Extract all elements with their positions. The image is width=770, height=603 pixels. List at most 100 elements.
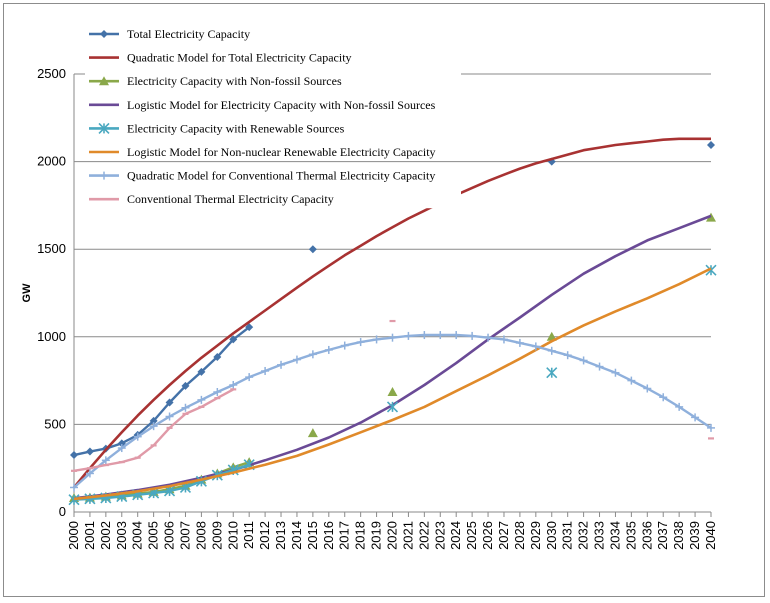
data-point-0-15	[707, 140, 715, 149]
grid-layer	[74, 73, 711, 513]
legend-item-7: Conventional Thermal Electricity Capacit…	[85, 190, 461, 209]
legend-label: Electricity Capacity with Renewable Sour…	[127, 121, 345, 135]
data-point-6-33	[595, 362, 604, 371]
x-tick-label: 2012	[257, 521, 272, 550]
legend-item-bg	[85, 48, 461, 67]
x-tick-label: 2018	[353, 521, 368, 550]
data-point-0-10	[229, 335, 238, 344]
legend-item-bg	[85, 72, 461, 91]
legend-label: Quadratic Model for Conventional Thermal…	[127, 169, 435, 183]
data-point-0-8	[197, 367, 206, 376]
series-1	[72, 137, 711, 489]
legend-item-4: Electricity Capacity with Renewable Sour…	[85, 119, 461, 138]
x-tick-label: 2038	[671, 521, 686, 550]
data-point-6-40	[707, 423, 715, 432]
x-tick-label: 2033	[592, 521, 607, 550]
legend-label: Electricity Capacity with Non-fossil Sou…	[127, 74, 342, 88]
data-point-0-12	[308, 245, 317, 254]
x-tick-label: 2023	[432, 521, 447, 550]
legend-label: Logistic Model for Electricity Capacity …	[127, 98, 436, 112]
data-point-6-32	[579, 356, 588, 365]
data-point-4-14	[705, 264, 717, 276]
data-point-0-1	[85, 447, 94, 456]
data-point-4-12	[386, 401, 399, 413]
data-point-6-0	[70, 483, 78, 492]
x-tick-label: 2019	[369, 521, 384, 550]
data-point-6-15	[308, 350, 317, 359]
data-point-6-10	[229, 380, 238, 389]
legend-item-bg	[85, 119, 461, 138]
x-tick-label: 2022	[416, 521, 431, 550]
data-point-6-35	[627, 376, 636, 385]
legend-item-0: Total Electricity Capacity	[85, 25, 461, 43]
legend: Total Electricity Capacity Quadratic Mode…	[85, 25, 461, 209]
data-point-6-9	[213, 387, 222, 396]
series-7	[71, 319, 714, 472]
data-point-6-34	[611, 368, 620, 377]
y-tick-label: 500	[44, 416, 66, 431]
data-point-0-11	[245, 323, 254, 332]
legend-swatch-marker	[98, 122, 110, 134]
data-point-6-11	[245, 373, 254, 382]
data-point-6-37	[659, 393, 668, 402]
x-tick-label: 2006	[162, 521, 177, 550]
data-point-0-9	[213, 352, 222, 361]
x-tick-label: 2011	[241, 521, 256, 549]
data-point-6-5	[149, 422, 158, 431]
y-tick-label: 2500	[37, 66, 66, 81]
data-point-6-28	[515, 338, 524, 347]
x-tick-label: 2020	[385, 521, 400, 550]
data-point-6-27	[499, 335, 508, 344]
legend-item-6: Quadratic Model for Conventional Thermal…	[85, 166, 461, 185]
legend-item-3: Logistic Model for Electricity Capacity …	[85, 95, 461, 114]
x-tick-label: 2015	[305, 521, 320, 550]
x-tick-label: 2037	[655, 521, 670, 550]
data-point-6-21	[404, 331, 413, 340]
data-point-6-6	[165, 412, 174, 421]
series-line-5	[73, 267, 712, 501]
data-point-6-26	[484, 333, 493, 342]
data-point-0-5	[149, 416, 158, 425]
x-tick-label: 2004	[130, 521, 145, 550]
chart-frame: 0 500 1000 1500 2000 2500 2000 2001 2002 2003 2004…	[3, 3, 765, 597]
legend-item-5: Logistic Model for Non-nuclear Renewable…	[85, 143, 461, 161]
x-tick-label: 2029	[528, 521, 543, 550]
x-tick-label: 2001	[82, 521, 97, 550]
data-point-6-8	[197, 395, 206, 404]
legend-label: Quadratic Model for Total Electricity Ca…	[127, 51, 352, 65]
x-tick-label: 2017	[337, 521, 352, 550]
x-tick-label: 2040	[703, 521, 718, 550]
legend-label: Conventional Thermal Electricity Capacit…	[127, 192, 334, 206]
legend-item-1: Quadratic Model for Total Electricity Ca…	[85, 48, 461, 67]
data-point-6-29	[531, 342, 540, 351]
series-5	[73, 267, 712, 501]
data-point-6-38	[675, 402, 684, 411]
data-point-4-0	[68, 494, 80, 506]
data-point-2-12	[307, 428, 318, 438]
series-3	[73, 214, 712, 500]
x-tick-label: 2008	[193, 521, 208, 550]
x-tick-label: 2010	[225, 521, 240, 550]
x-tick-label: 2026	[480, 521, 495, 550]
legend-item-bg	[85, 143, 461, 161]
legend-swatch-marker	[100, 30, 108, 38]
data-point-6-36	[643, 384, 652, 393]
x-tick-label: 2027	[496, 521, 511, 550]
legend-swatch-marker	[99, 76, 109, 86]
series-line-1	[72, 137, 711, 489]
data-point-6-22	[420, 331, 429, 340]
x-tick-label: 2021	[400, 521, 415, 550]
data-point-2-13	[387, 386, 398, 396]
x-tick-label: 2034	[607, 521, 622, 550]
data-point-4-13	[546, 367, 558, 379]
data-point-6-3	[117, 444, 126, 453]
y-tick-label: 1000	[37, 329, 66, 344]
x-tick-label: 2007	[177, 521, 192, 550]
legend-item-bg	[85, 25, 461, 43]
x-tick-label: 2028	[512, 521, 527, 550]
x-tick-label: 2003	[114, 521, 129, 550]
data-point-6-13	[277, 360, 286, 369]
legend-label: Logistic Model for Non-nuclear Renewable…	[127, 145, 436, 159]
